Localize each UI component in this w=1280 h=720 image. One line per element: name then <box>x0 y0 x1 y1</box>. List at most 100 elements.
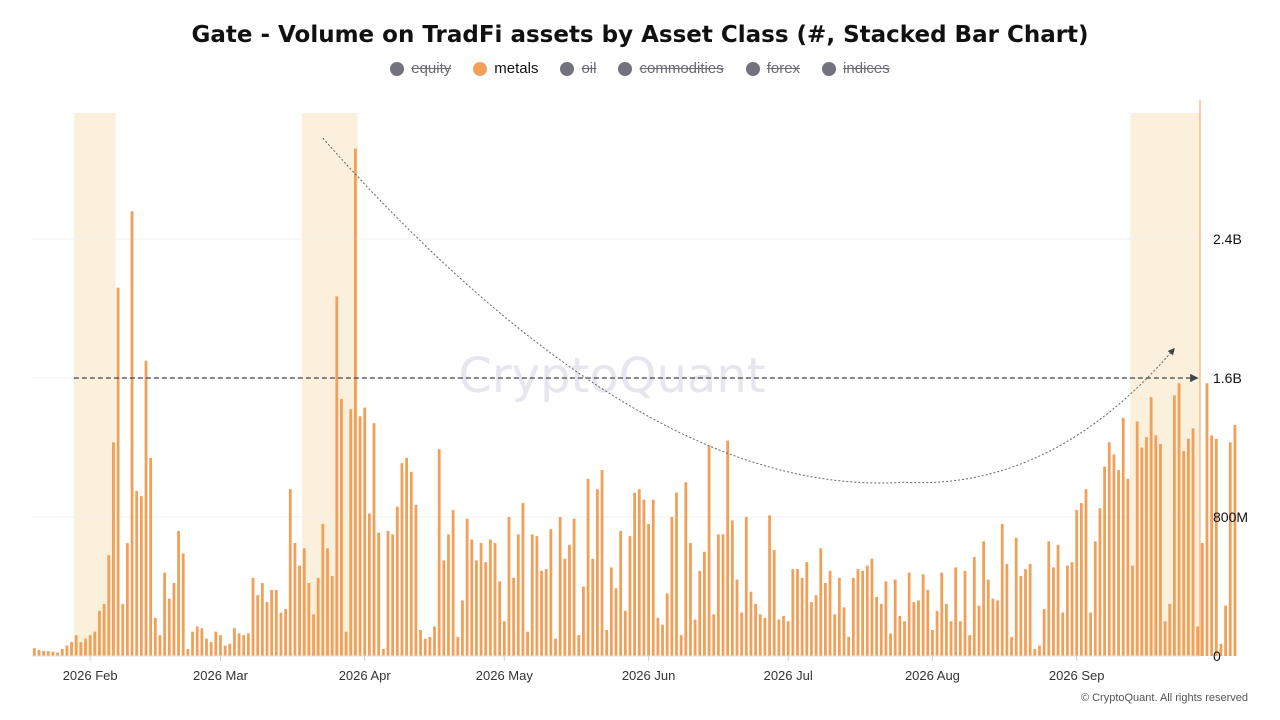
bar[interactable] <box>977 605 981 656</box>
bar[interactable] <box>191 631 194 656</box>
bar[interactable] <box>130 211 134 656</box>
bar[interactable] <box>730 520 734 656</box>
bar[interactable] <box>321 523 325 656</box>
bar[interactable] <box>205 638 208 656</box>
bar[interactable] <box>233 628 236 656</box>
bar[interactable] <box>461 600 464 656</box>
bar[interactable] <box>298 565 301 656</box>
bar[interactable] <box>958 621 962 656</box>
bar[interactable] <box>70 642 73 656</box>
bar[interactable] <box>1061 612 1065 656</box>
bar[interactable] <box>554 638 557 656</box>
bar[interactable] <box>968 635 972 656</box>
bar[interactable] <box>502 621 506 656</box>
bar[interactable] <box>721 534 725 656</box>
bar[interactable] <box>642 499 646 656</box>
bar[interactable] <box>893 579 897 656</box>
bar[interactable] <box>433 626 436 656</box>
bar[interactable] <box>856 569 860 656</box>
bar[interactable] <box>56 652 59 656</box>
bar[interactable] <box>837 577 841 656</box>
bar[interactable] <box>475 560 478 656</box>
bar[interactable] <box>921 574 925 656</box>
legend-item-indices[interactable]: indices <box>822 60 890 77</box>
bar[interactable] <box>824 583 827 656</box>
bar[interactable] <box>577 635 581 656</box>
bar[interactable] <box>521 503 525 656</box>
bar[interactable] <box>1186 438 1190 656</box>
bar[interactable] <box>1145 437 1148 656</box>
legend-item-oil[interactable]: oil <box>560 60 596 77</box>
bar[interactable] <box>703 551 706 656</box>
bar[interactable] <box>847 636 851 656</box>
bar[interactable] <box>395 506 399 656</box>
bar[interactable] <box>354 148 357 656</box>
bar[interactable] <box>340 398 343 656</box>
bar[interactable] <box>1024 569 1027 656</box>
bar[interactable] <box>1107 442 1111 656</box>
bar[interactable] <box>391 534 395 656</box>
bar[interactable] <box>1056 544 1060 656</box>
bar[interactable] <box>1126 478 1130 656</box>
bar[interactable] <box>1084 489 1088 656</box>
bar[interactable] <box>316 577 320 656</box>
bar[interactable] <box>1135 421 1139 656</box>
bar[interactable] <box>889 633 892 656</box>
bar[interactable] <box>512 577 516 656</box>
bar[interactable] <box>954 567 958 656</box>
bar[interactable] <box>749 591 753 656</box>
bar[interactable] <box>451 510 455 656</box>
bar[interactable] <box>349 409 353 656</box>
bar[interactable] <box>563 558 567 656</box>
bar[interactable] <box>423 638 427 656</box>
bar[interactable] <box>102 603 106 656</box>
bar[interactable] <box>219 635 222 656</box>
bar[interactable] <box>796 569 799 656</box>
bar[interactable] <box>135 490 139 656</box>
bar[interactable] <box>223 645 227 656</box>
bar[interactable] <box>647 523 650 656</box>
bar[interactable] <box>465 518 469 656</box>
bar[interactable] <box>488 539 492 656</box>
bar[interactable] <box>186 649 190 656</box>
bar[interactable] <box>884 581 888 656</box>
bar[interactable] <box>65 645 69 656</box>
bar[interactable] <box>944 603 948 656</box>
bar[interactable] <box>591 558 595 656</box>
bar[interactable] <box>675 492 678 656</box>
bar[interactable] <box>558 517 562 656</box>
bar[interactable] <box>898 616 902 656</box>
bar[interactable] <box>214 631 218 656</box>
bar[interactable] <box>74 635 78 656</box>
bar[interactable] <box>754 603 757 656</box>
bar[interactable] <box>1173 395 1176 656</box>
bar[interactable] <box>935 610 939 656</box>
bar[interactable] <box>279 612 283 656</box>
bar[interactable] <box>996 600 999 656</box>
bar[interactable] <box>614 588 618 656</box>
bar[interactable] <box>60 649 64 656</box>
bar[interactable] <box>200 628 204 656</box>
bar[interactable] <box>1103 466 1107 656</box>
bar[interactable] <box>609 567 613 656</box>
bar[interactable] <box>1163 621 1167 656</box>
bar[interactable] <box>367 513 371 656</box>
bar[interactable] <box>1093 541 1097 656</box>
bar[interactable] <box>163 572 167 656</box>
bar[interactable] <box>1224 605 1227 656</box>
bar[interactable] <box>768 515 771 656</box>
bar[interactable] <box>37 649 41 656</box>
bar[interactable] <box>293 543 297 656</box>
bar[interactable] <box>1168 603 1172 656</box>
bar[interactable] <box>381 649 385 656</box>
bar[interactable] <box>177 530 180 656</box>
bar[interactable] <box>1140 447 1144 657</box>
bar[interactable] <box>619 530 623 656</box>
bar[interactable] <box>1159 444 1162 656</box>
bar[interactable] <box>419 629 422 656</box>
bar[interactable] <box>605 629 609 656</box>
bar[interactable] <box>963 570 967 656</box>
bar[interactable] <box>1182 450 1186 656</box>
bar[interactable] <box>242 635 246 656</box>
bar[interactable] <box>470 539 474 656</box>
